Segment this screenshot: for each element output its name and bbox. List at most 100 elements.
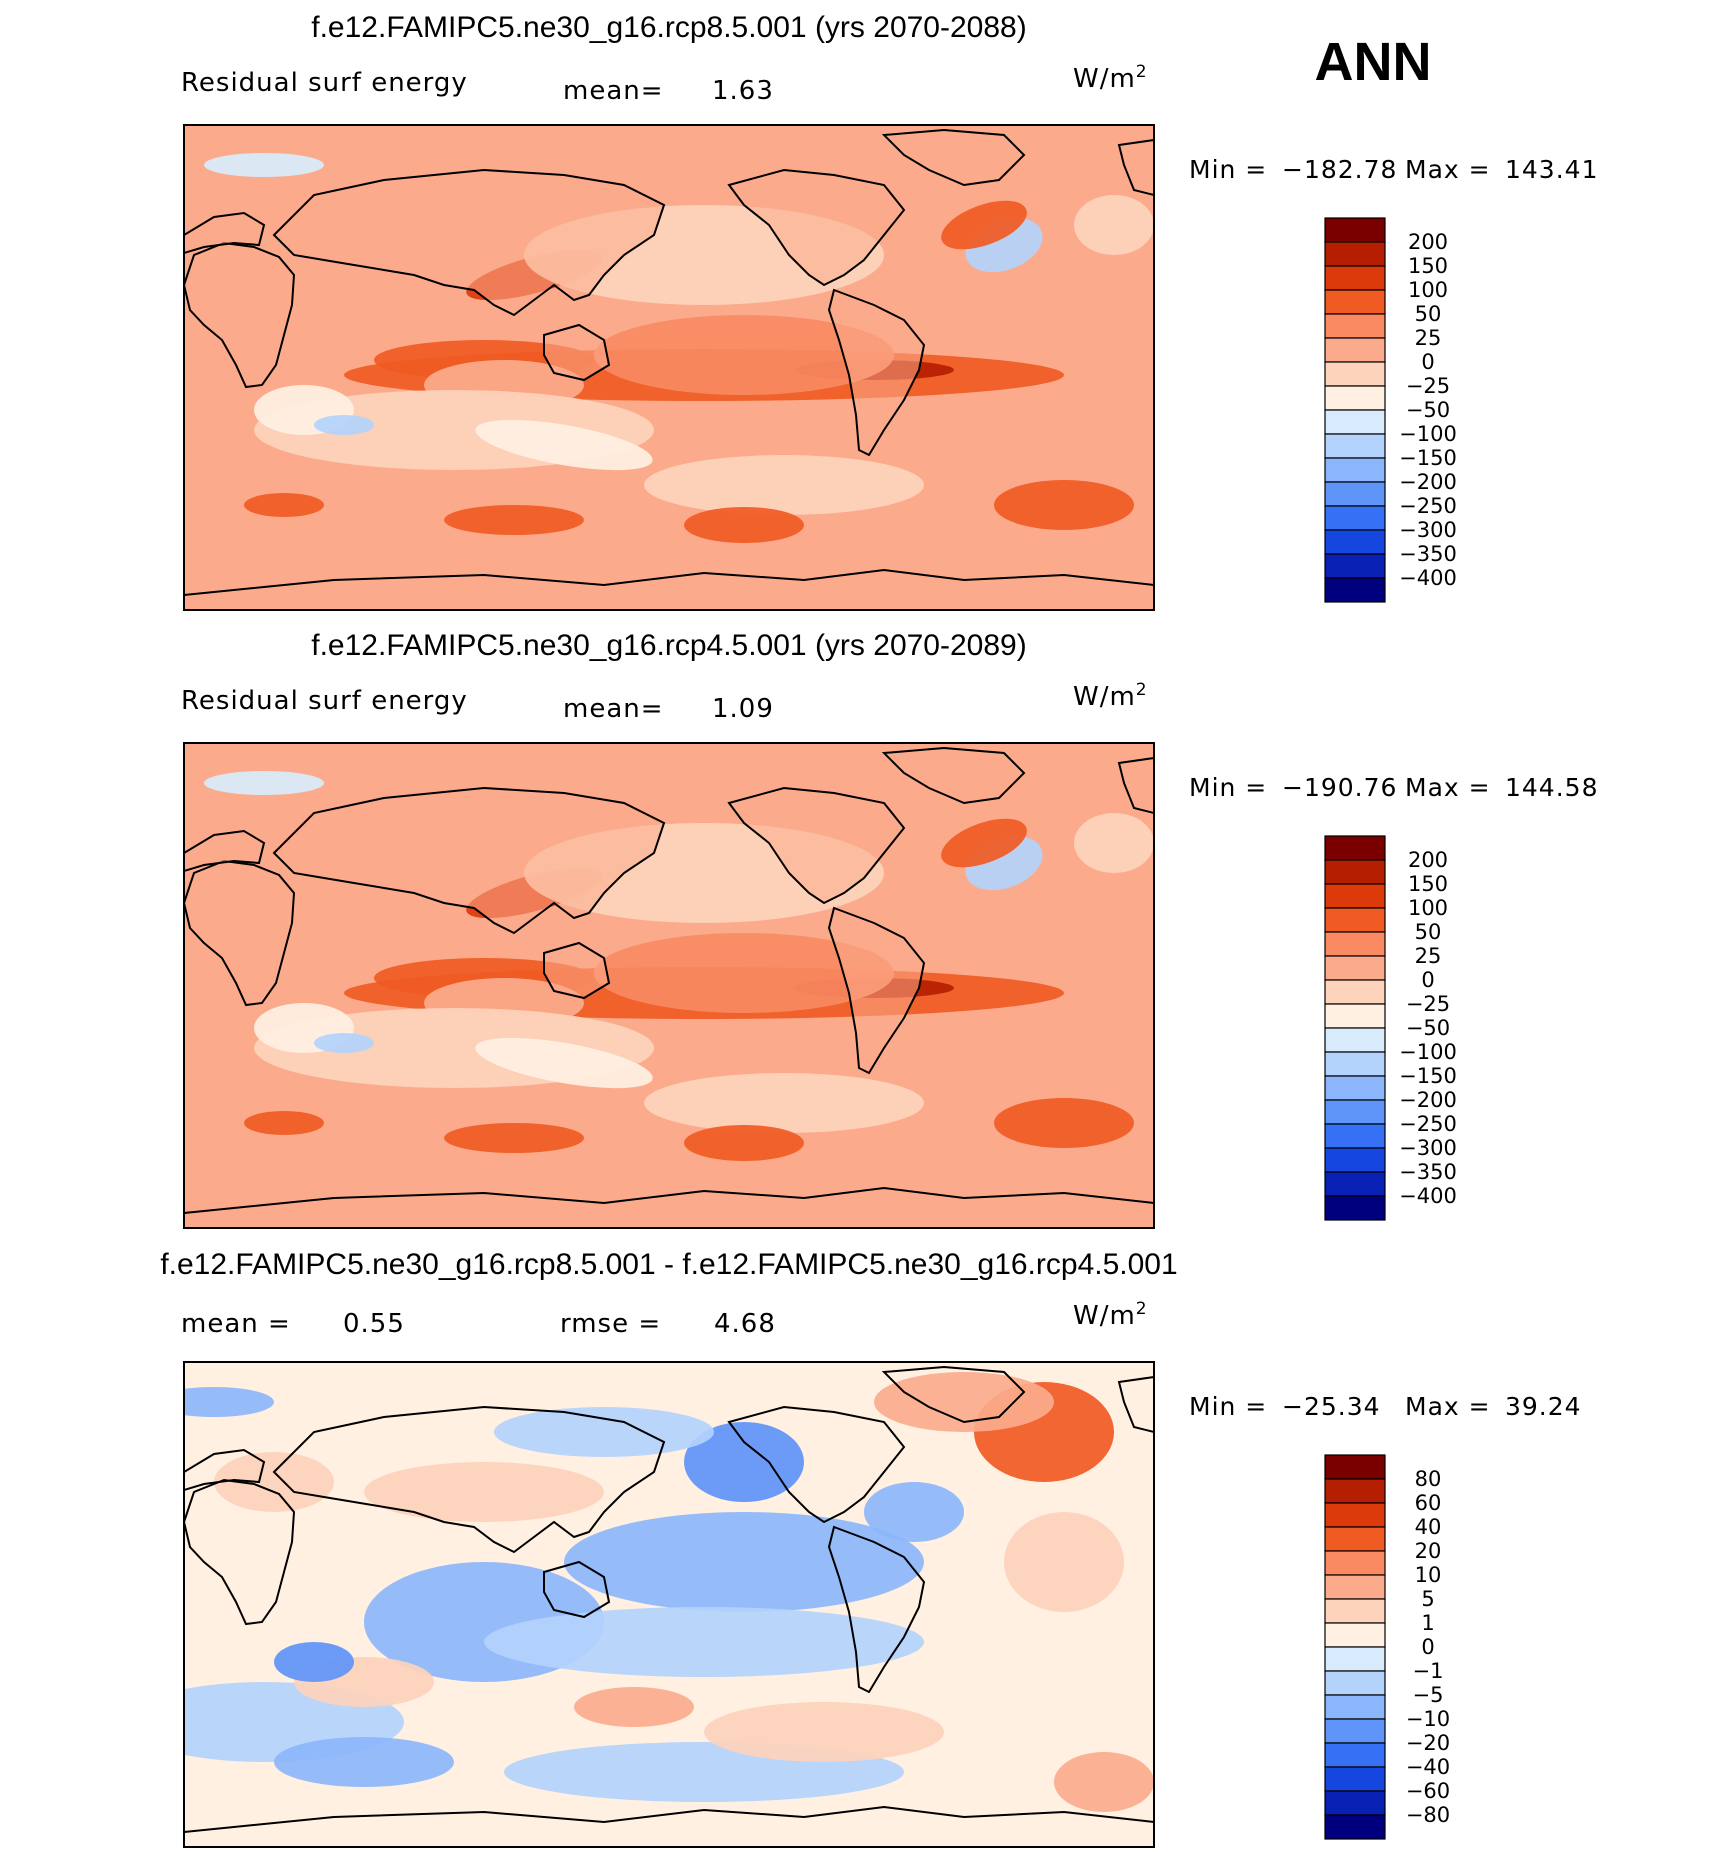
- colorbar-tick-label: 50: [1415, 302, 1442, 326]
- field-contour: [494, 1407, 714, 1457]
- mean-value: 1.63: [712, 76, 774, 106]
- colorbar-tick-label: −300: [1399, 1136, 1457, 1160]
- colorbar-swatch: [1324, 1003, 1386, 1029]
- field-contour: [244, 493, 324, 517]
- min-value: −190.76: [1282, 773, 1397, 802]
- season-label: ANN: [1315, 32, 1432, 92]
- colorbar-tick-label: 150: [1408, 254, 1448, 278]
- coastline: [184, 211, 266, 255]
- colorbar-swatch: [1324, 1598, 1386, 1624]
- field-contour: [444, 1123, 584, 1153]
- colorbar-tick-label: 100: [1408, 278, 1448, 302]
- colorbar-swatch: [1324, 1051, 1386, 1077]
- map-panels: f.e12.FAMIPC5.ne30_g16.rcp8.5.001 (yrs 2…: [160, 11, 1598, 1848]
- max-label: Max =: [1405, 1392, 1491, 1421]
- max-value: 143.41: [1505, 155, 1598, 184]
- colorbar-swatch: [1324, 1790, 1386, 1816]
- colorbar-swatch: [1324, 1718, 1386, 1744]
- min-value: −182.78: [1282, 155, 1397, 184]
- mean-value: 1.09: [712, 694, 774, 724]
- colorbar-swatch: [1324, 979, 1386, 1005]
- coastline: [272, 786, 666, 935]
- units-label: W/m2: [1073, 62, 1148, 94]
- field-contour: [484, 1607, 924, 1677]
- rmse-value: 4.68: [714, 1309, 776, 1339]
- colorbar-tick-label: −400: [1399, 1184, 1457, 1208]
- colorbar-tick-label: −200: [1399, 1088, 1457, 1112]
- colorbar-swatch: [1324, 1075, 1386, 1101]
- field-contour: [941, 200, 1027, 250]
- colorbar-swatch: [1324, 1622, 1386, 1648]
- units-superscript: 2: [1136, 680, 1148, 700]
- field-contour: [684, 507, 804, 543]
- min-label: Min =: [1189, 773, 1267, 802]
- colorbar-tick-label: −1: [1413, 1659, 1444, 1683]
- coastline: [727, 1405, 906, 1524]
- colorbar-tick-label: 0: [1421, 968, 1434, 992]
- colorbar-tick-label: 200: [1408, 230, 1448, 254]
- colorbar-tick-label: −200: [1399, 470, 1457, 494]
- field-contour: [594, 933, 894, 1013]
- field-contour: [941, 818, 1027, 868]
- mean-label: mean=: [563, 76, 664, 106]
- colorbar-swatch: [1324, 1454, 1386, 1480]
- colorbar-swatch: [1324, 883, 1386, 909]
- colorbar-tick-label: 10: [1415, 1563, 1442, 1587]
- colorbar-tick-label: −400: [1399, 566, 1457, 590]
- colorbar-tick-label: 40: [1415, 1515, 1442, 1539]
- colorbar-tick-label: −350: [1399, 542, 1457, 566]
- colorbar-swatch: [1324, 457, 1386, 483]
- coastline: [1117, 756, 1154, 815]
- units-superscript: 2: [1136, 1299, 1148, 1319]
- colorbar-swatch: [1324, 1502, 1386, 1528]
- coastline: [1117, 138, 1154, 197]
- colorbar-tick-label: 60: [1415, 1491, 1442, 1515]
- field-contour: [864, 1482, 964, 1542]
- map-field: [184, 125, 1154, 610]
- coastline: [827, 288, 926, 457]
- coastline: [272, 1405, 666, 1554]
- colorbar-swatch: [1324, 1123, 1386, 1149]
- max-label: Max =: [1405, 773, 1491, 802]
- colorbar-swatch: [1324, 1526, 1386, 1552]
- colorbar-swatch: [1324, 409, 1386, 435]
- coastline: [543, 323, 611, 382]
- field-contour: [475, 1037, 653, 1089]
- colorbar-tick-label: −350: [1399, 1160, 1457, 1184]
- colorbar-swatch: [1324, 553, 1386, 579]
- field-contour: [1004, 1512, 1124, 1612]
- coastline: [184, 1805, 1154, 1847]
- map-panel-2: f.e12.FAMIPC5.ne30_g16.rcp4.5.001 (yrs 2…: [181, 629, 1597, 1229]
- field-contour: [274, 1642, 354, 1682]
- field-contour: [1074, 195, 1154, 255]
- field-contour: [204, 153, 324, 177]
- coastline: [184, 1478, 296, 1626]
- colorbar-swatch: [1324, 529, 1386, 555]
- field-name-label: Residual surf energy: [181, 686, 468, 716]
- map-panel-3: f.e12.FAMIPC5.ne30_g16.rcp8.5.001 - f.e1…: [160, 1248, 1582, 1848]
- panel-title: f.e12.FAMIPC5.ne30_g16.rcp4.5.001 (yrs 2…: [311, 629, 1026, 662]
- colorbar-tick-label: −250: [1399, 494, 1457, 518]
- coastline: [184, 1186, 1154, 1228]
- colorbar-tick-label: −80: [1406, 1803, 1450, 1827]
- colorbar-swatch: [1324, 505, 1386, 531]
- colorbar-swatch: [1324, 1027, 1386, 1053]
- colorbar-tick-label: 0: [1421, 350, 1434, 374]
- colorbar-tick-label: 20: [1415, 1539, 1442, 1563]
- colorbar-swatch: [1324, 265, 1386, 291]
- field-contour: [244, 1111, 324, 1135]
- colorbar-tick-label: 25: [1415, 944, 1442, 968]
- coastline: [881, 746, 1026, 805]
- colorbar-swatch: [1324, 1574, 1386, 1600]
- map-frame: [183, 742, 1155, 1229]
- colorbar-tick-label: 25: [1415, 326, 1442, 350]
- mean-label: mean =: [181, 1309, 291, 1339]
- coastline: [184, 568, 1154, 610]
- colorbar-swatch: [1324, 931, 1386, 957]
- colorbar-swatch: [1324, 859, 1386, 885]
- max-value: 39.24: [1505, 1392, 1582, 1421]
- colorbar-tick-label: 150: [1408, 872, 1448, 896]
- coastline: [184, 1448, 266, 1492]
- panel-title: f.e12.FAMIPC5.ne30_g16.rcp8.5.001 (yrs 2…: [311, 11, 1026, 44]
- units-label: W/m2: [1073, 680, 1148, 712]
